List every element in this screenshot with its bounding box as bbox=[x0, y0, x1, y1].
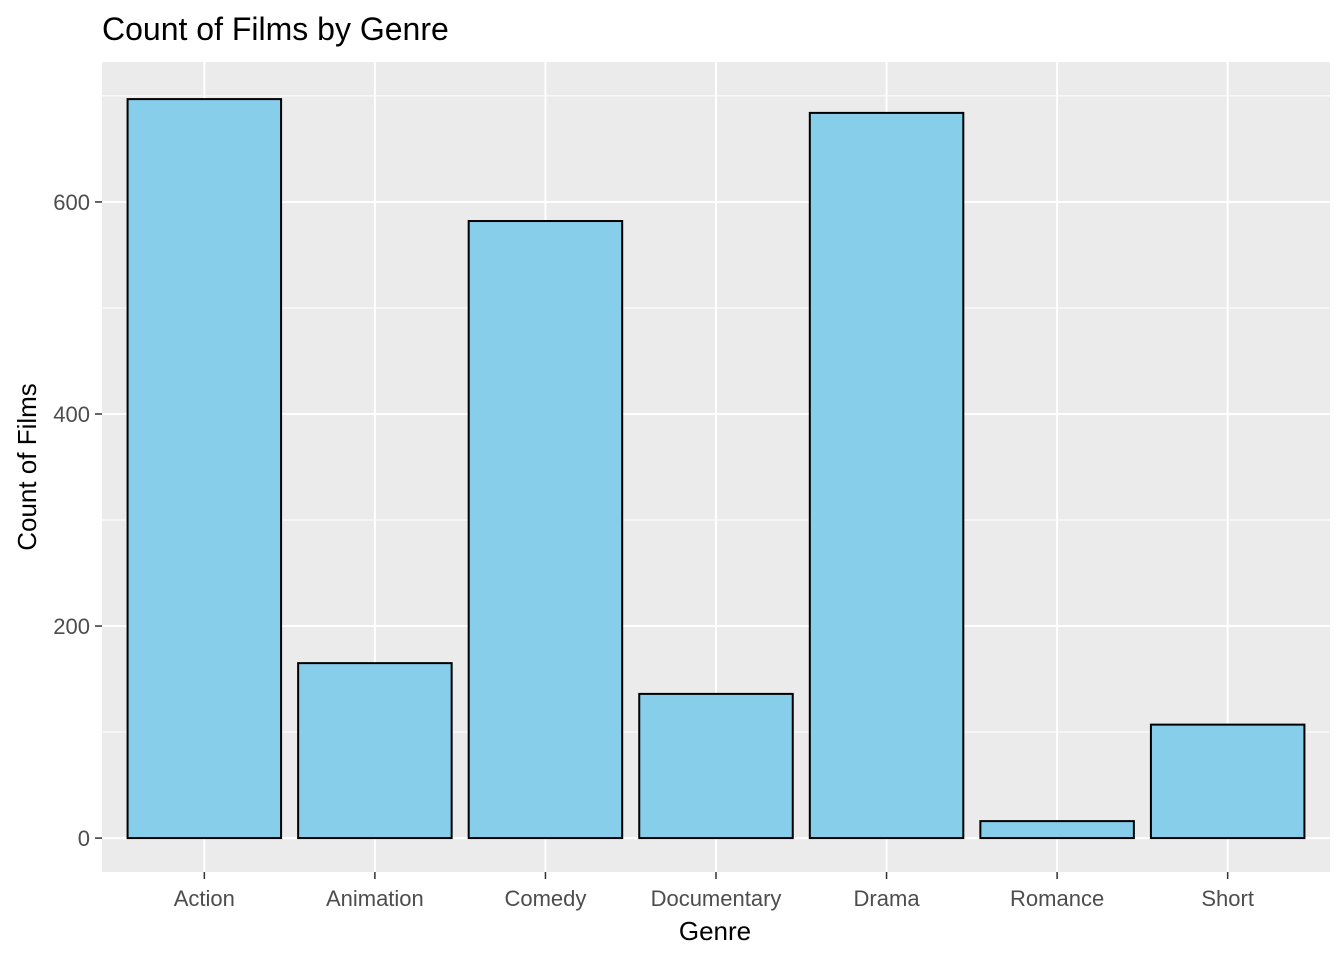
bar-comedy bbox=[467, 220, 624, 840]
bar-action bbox=[126, 98, 283, 840]
x-tick-label: Action bbox=[174, 886, 235, 911]
bar-short bbox=[1149, 723, 1306, 840]
chart-title: Count of Films by Genre bbox=[102, 11, 449, 47]
x-tick-label: Documentary bbox=[651, 886, 782, 911]
y-tick-label: 0 bbox=[78, 826, 90, 851]
bar-romance bbox=[979, 820, 1135, 840]
y-tick-label: 600 bbox=[53, 190, 90, 215]
y-tick-label: 200 bbox=[53, 614, 90, 639]
x-tick-label: Comedy bbox=[504, 886, 586, 911]
x-tick-label: Animation bbox=[326, 886, 424, 911]
x-tick-label: Short bbox=[1201, 886, 1254, 911]
bar-documentary bbox=[638, 692, 794, 840]
y-axis-ticks: 0 200 400 600 bbox=[53, 190, 102, 851]
x-axis-title: Genre bbox=[679, 916, 751, 946]
bar-drama bbox=[808, 111, 965, 840]
y-tick-label: 400 bbox=[53, 402, 90, 427]
x-tick-label: Drama bbox=[854, 886, 921, 911]
bars bbox=[126, 98, 1306, 840]
x-tick-label: Romance bbox=[1010, 886, 1104, 911]
bar-animation bbox=[297, 662, 453, 840]
x-axis-ticks: Action Animation Comedy Documentary Drama Rom… bbox=[174, 872, 1254, 911]
y-axis-title: Count of Films bbox=[12, 383, 42, 551]
